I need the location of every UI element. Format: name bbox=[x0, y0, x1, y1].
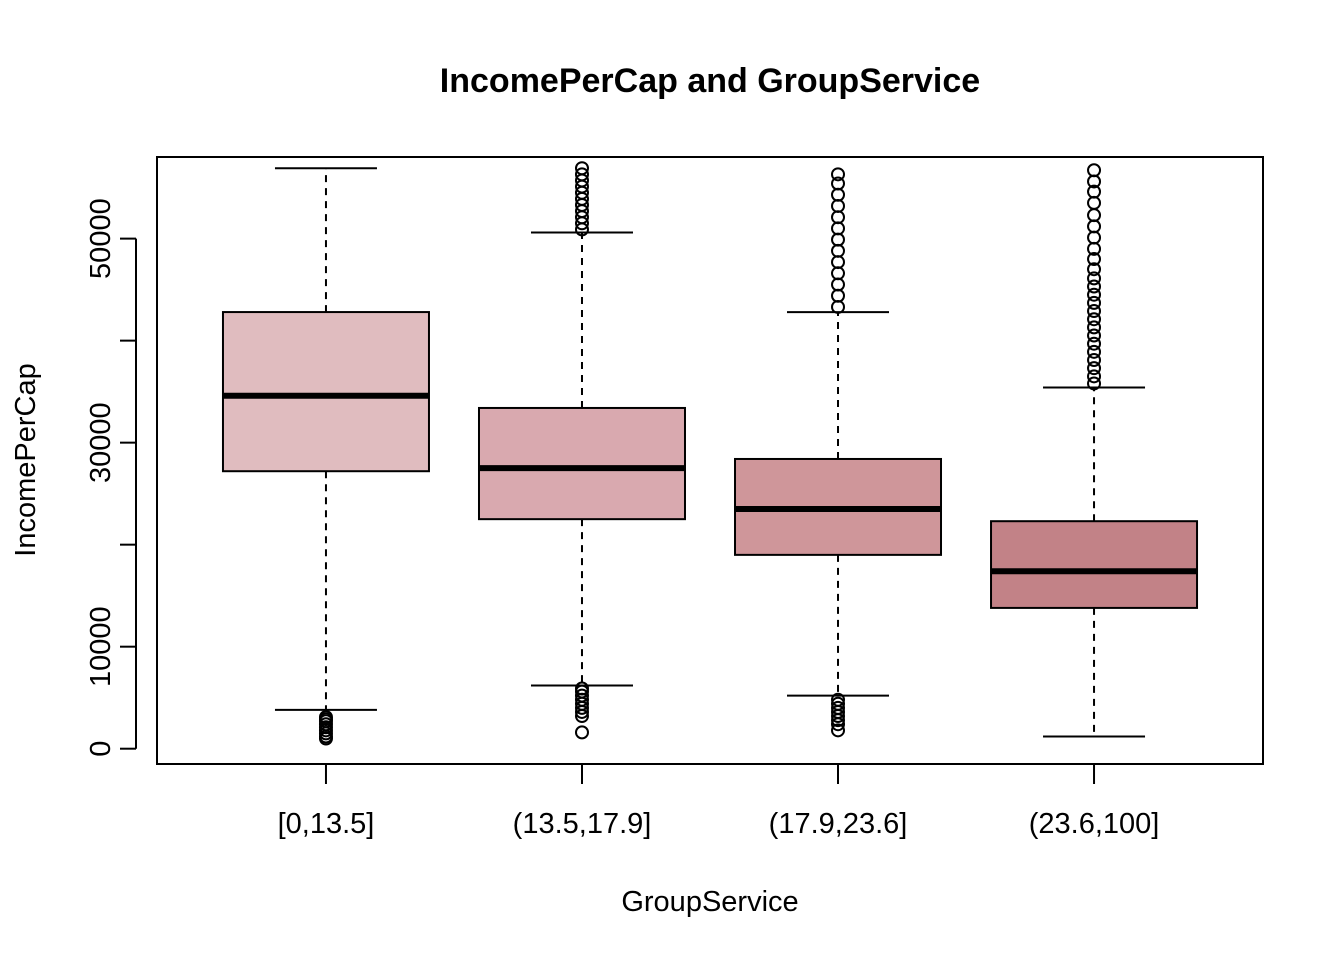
outlier-point bbox=[831, 288, 846, 303]
y-axis: 0 10000 30000 50000 bbox=[85, 198, 137, 757]
boxes bbox=[221, 161, 1199, 746]
outlier-point bbox=[1087, 163, 1102, 178]
outlier-point bbox=[831, 198, 846, 213]
outlier-point bbox=[1087, 219, 1102, 234]
y-axis-label: IncomePerCap bbox=[10, 363, 42, 556]
outlier-point bbox=[831, 255, 846, 270]
y-tick-label: 30000 bbox=[85, 402, 117, 483]
x-tick-label: (13.5,17.9] bbox=[513, 808, 652, 840]
box-group bbox=[990, 163, 1199, 738]
outlier-point bbox=[831, 221, 846, 236]
outlier-point bbox=[1087, 336, 1102, 351]
x-tick-label: (17.9,23.6] bbox=[769, 808, 908, 840]
outlier-point bbox=[831, 692, 846, 707]
outlier-point bbox=[1087, 184, 1102, 199]
outlier-point bbox=[831, 176, 846, 191]
outlier-point bbox=[574, 688, 589, 703]
outlier-point bbox=[831, 187, 846, 202]
box bbox=[221, 311, 430, 473]
outlier-point bbox=[1087, 328, 1102, 343]
outlier-point bbox=[831, 210, 846, 225]
outlier-point bbox=[831, 266, 846, 281]
outlier-point bbox=[1087, 287, 1102, 302]
x-tick-label: [0,13.5] bbox=[278, 808, 375, 840]
outlier-point bbox=[831, 277, 846, 292]
box bbox=[477, 406, 686, 521]
outlier-point bbox=[1087, 376, 1102, 391]
outlier-point bbox=[1087, 320, 1102, 335]
outlier-point bbox=[1087, 304, 1102, 319]
outlier-point bbox=[574, 725, 589, 740]
y-tick-label: 0 bbox=[85, 741, 117, 757]
outlier-point bbox=[831, 700, 846, 715]
outlier-point bbox=[831, 167, 846, 182]
outlier-point bbox=[831, 232, 846, 247]
outlier-point bbox=[1087, 252, 1102, 267]
outlier-point bbox=[1087, 295, 1102, 310]
x-axis-label: GroupService bbox=[621, 886, 798, 918]
outlier-point bbox=[1087, 208, 1102, 223]
x-tick-label: (23.6,100] bbox=[1029, 808, 1160, 840]
chart-title: IncomePerCap and GroupService bbox=[440, 62, 980, 100]
outlier-point bbox=[831, 696, 846, 711]
outlier-point bbox=[574, 681, 589, 696]
box-group bbox=[221, 167, 430, 746]
box bbox=[990, 520, 1199, 609]
outlier-point bbox=[574, 167, 589, 182]
outlier-point bbox=[574, 161, 589, 176]
outlier-point bbox=[1087, 195, 1102, 210]
x-axis: [0,13.5] (13.5,17.9] (17.9,23.6] (23.6,100] bbox=[278, 764, 1160, 840]
y-tick-label: 50000 bbox=[85, 198, 117, 279]
outlier-point bbox=[1087, 369, 1102, 384]
outlier-point bbox=[1087, 353, 1102, 368]
outlier-point bbox=[318, 731, 333, 746]
outlier-point bbox=[1087, 230, 1102, 245]
outlier-point bbox=[831, 243, 846, 258]
outlier-point bbox=[1087, 279, 1102, 294]
outlier-point bbox=[1087, 361, 1102, 376]
outlier-point bbox=[1087, 312, 1102, 327]
outlier-point bbox=[1087, 271, 1102, 286]
box-group bbox=[734, 167, 943, 738]
y-tick-label: 10000 bbox=[85, 606, 117, 687]
box-group bbox=[477, 161, 686, 740]
outlier-point bbox=[1087, 344, 1102, 359]
outlier-point bbox=[831, 723, 846, 738]
outlier-point bbox=[1087, 262, 1102, 277]
plot-frame bbox=[156, 156, 1264, 765]
